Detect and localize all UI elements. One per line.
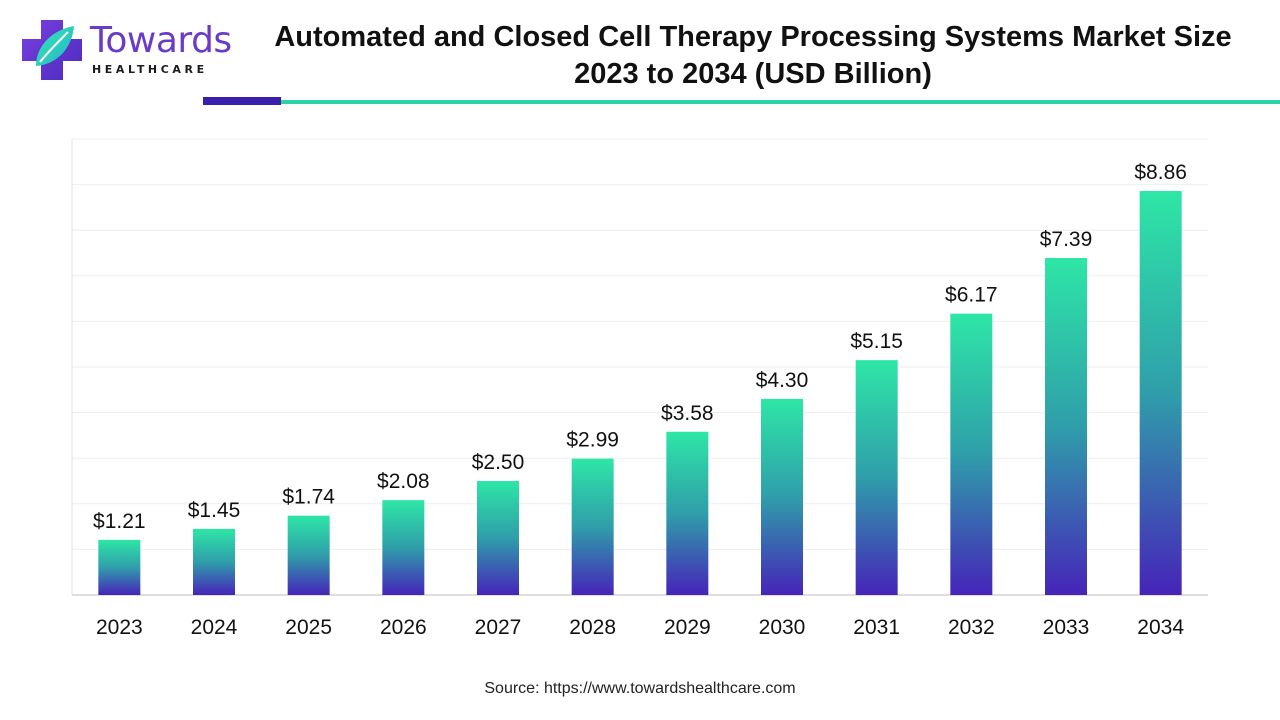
value-label: $1.74 bbox=[282, 486, 335, 509]
x-tick-label: 2034 bbox=[1137, 616, 1184, 639]
bar-2033 bbox=[1045, 258, 1087, 595]
bar-2024 bbox=[193, 529, 235, 595]
value-label: $2.99 bbox=[566, 429, 619, 452]
bar-2029 bbox=[666, 432, 708, 595]
chart-value-labels: $1.21 $1.45 $1.74 $2.08 $2.50 $2.99 $3.58 $4.30… bbox=[93, 161, 1187, 533]
x-tick-label: 2033 bbox=[1043, 616, 1090, 639]
chart-bars bbox=[98, 191, 1181, 595]
x-tick-label: 2024 bbox=[191, 616, 238, 639]
x-tick-label: 2026 bbox=[380, 616, 427, 639]
x-tick-label: 2029 bbox=[664, 616, 711, 639]
source-note: Source: https://www.towardshealthcare.co… bbox=[0, 680, 1280, 698]
value-label: $3.58 bbox=[661, 402, 714, 425]
value-label: $6.17 bbox=[945, 284, 998, 307]
x-tick-label: 2030 bbox=[759, 616, 806, 639]
chart-gridlines bbox=[72, 139, 1208, 595]
x-tick-label: 2023 bbox=[96, 616, 143, 639]
x-tick-label: 2032 bbox=[948, 616, 995, 639]
value-label: $2.50 bbox=[472, 451, 525, 474]
x-tick-label: 2025 bbox=[285, 616, 332, 639]
bar-2032 bbox=[950, 314, 992, 595]
bar-2031 bbox=[856, 360, 898, 595]
value-label: $8.86 bbox=[1134, 161, 1187, 184]
bar-2030 bbox=[761, 399, 803, 595]
x-tick-label: 2031 bbox=[853, 616, 900, 639]
bar-2025 bbox=[288, 516, 330, 595]
value-label: $7.39 bbox=[1040, 228, 1093, 251]
bar-2028 bbox=[572, 459, 614, 595]
value-label: $1.45 bbox=[188, 499, 241, 522]
value-label: $1.21 bbox=[93, 510, 146, 533]
value-label: $4.30 bbox=[756, 369, 809, 392]
x-tick-label: 2028 bbox=[569, 616, 616, 639]
bar-2026 bbox=[382, 500, 424, 595]
bar-2023 bbox=[98, 540, 140, 595]
x-tick-label: 2027 bbox=[475, 616, 522, 639]
bar-2027 bbox=[477, 481, 519, 595]
bar-2034 bbox=[1140, 191, 1182, 595]
value-label: $5.15 bbox=[850, 330, 903, 353]
chart-x-tick-labels: 2023 2024 2025 2026 2027 2028 2029 2030 2031 2032… bbox=[96, 616, 1184, 639]
value-label: $2.08 bbox=[377, 470, 430, 493]
